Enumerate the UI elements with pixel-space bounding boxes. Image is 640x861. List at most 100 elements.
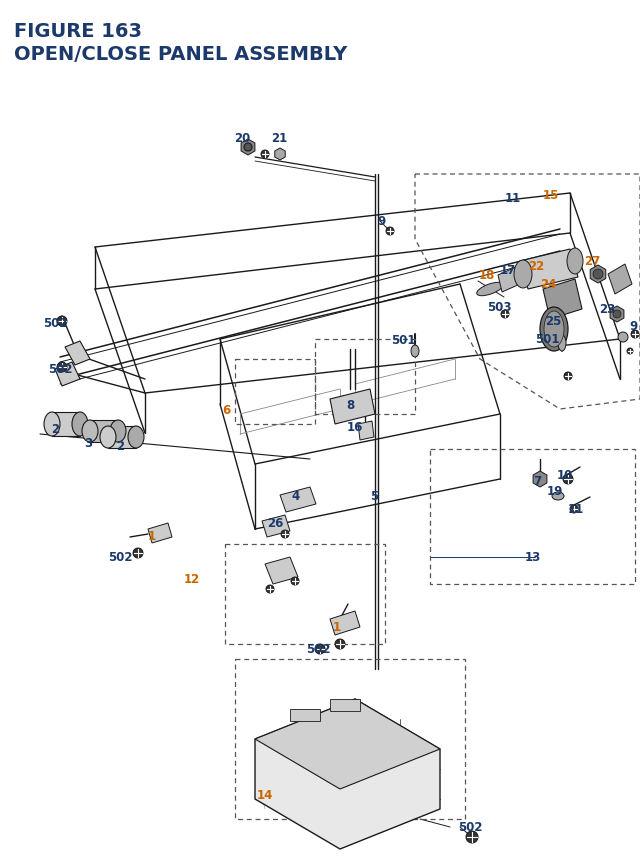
Polygon shape [255, 699, 440, 849]
Polygon shape [590, 266, 606, 283]
Bar [290, 709, 320, 722]
Text: 7: 7 [533, 475, 541, 488]
Text: 16: 16 [347, 421, 363, 434]
Text: 8: 8 [346, 399, 354, 412]
Text: 1: 1 [148, 530, 156, 543]
Polygon shape [498, 268, 520, 293]
Polygon shape [255, 699, 440, 789]
Polygon shape [55, 362, 80, 387]
Bar [430, 449, 635, 585]
Text: 11: 11 [505, 192, 521, 205]
Text: 502: 502 [306, 643, 330, 656]
Polygon shape [148, 523, 172, 543]
Ellipse shape [558, 336, 566, 351]
Circle shape [563, 474, 573, 485]
Polygon shape [533, 472, 547, 487]
Ellipse shape [593, 269, 603, 280]
Ellipse shape [477, 283, 503, 296]
Circle shape [57, 317, 67, 326]
Circle shape [133, 548, 143, 558]
Text: 27: 27 [584, 255, 600, 268]
Text: 26: 26 [267, 517, 283, 530]
Text: 25: 25 [545, 315, 561, 328]
Polygon shape [275, 149, 285, 161]
Ellipse shape [44, 412, 60, 437]
Text: FIGURE 163: FIGURE 163 [14, 22, 142, 41]
Bar [225, 544, 385, 644]
Circle shape [261, 151, 269, 158]
Text: 11: 11 [568, 503, 584, 516]
Ellipse shape [411, 345, 419, 357]
Polygon shape [543, 280, 582, 319]
Circle shape [244, 144, 252, 152]
Circle shape [315, 644, 325, 654]
Text: 13: 13 [525, 551, 541, 564]
Circle shape [291, 578, 299, 585]
Text: 502: 502 [458, 821, 483, 833]
Bar [52, 412, 80, 437]
Polygon shape [265, 557, 298, 585]
Ellipse shape [618, 332, 628, 343]
Text: 502: 502 [108, 551, 132, 564]
Text: 22: 22 [528, 260, 544, 273]
Polygon shape [520, 250, 578, 289]
Ellipse shape [567, 249, 583, 275]
Text: 9: 9 [629, 320, 637, 333]
Text: 501: 501 [535, 333, 559, 346]
Text: 502: 502 [43, 317, 67, 330]
Circle shape [564, 373, 572, 381]
Text: 17: 17 [500, 264, 516, 277]
Ellipse shape [540, 307, 568, 351]
Bar [90, 420, 118, 443]
Text: 502: 502 [48, 363, 72, 376]
Circle shape [466, 831, 478, 843]
Text: 12: 12 [184, 573, 200, 585]
Text: OPEN/CLOSE PANEL ASSEMBLY: OPEN/CLOSE PANEL ASSEMBLY [14, 45, 348, 64]
Circle shape [266, 585, 274, 593]
Text: 3: 3 [84, 437, 92, 450]
Text: 20: 20 [234, 133, 250, 146]
Circle shape [613, 311, 621, 319]
Polygon shape [65, 342, 90, 366]
Circle shape [335, 639, 345, 649]
Ellipse shape [72, 412, 88, 437]
Text: 18: 18 [479, 269, 495, 282]
Text: 2: 2 [116, 440, 124, 453]
Text: 24: 24 [540, 278, 556, 291]
Bar [108, 426, 136, 449]
Circle shape [627, 349, 633, 355]
Text: 501: 501 [391, 334, 415, 347]
Circle shape [386, 228, 394, 236]
Polygon shape [280, 487, 316, 512]
Ellipse shape [100, 426, 116, 449]
Text: 6: 6 [222, 404, 230, 417]
Polygon shape [241, 139, 255, 156]
Polygon shape [330, 389, 375, 424]
Text: 4: 4 [292, 490, 300, 503]
Text: 14: 14 [257, 789, 273, 802]
Polygon shape [610, 307, 624, 323]
Circle shape [57, 362, 67, 373]
Ellipse shape [544, 312, 564, 348]
Polygon shape [608, 264, 632, 294]
Ellipse shape [110, 420, 126, 443]
Circle shape [281, 530, 289, 538]
Circle shape [570, 505, 578, 513]
Circle shape [631, 331, 639, 338]
Text: 1: 1 [333, 621, 341, 634]
Polygon shape [358, 422, 374, 441]
Bar [315, 339, 415, 414]
Polygon shape [262, 516, 290, 537]
Ellipse shape [128, 426, 144, 449]
Ellipse shape [82, 420, 98, 443]
Ellipse shape [552, 492, 564, 500]
Text: 2: 2 [51, 423, 59, 436]
Bar [235, 660, 465, 819]
Text: 9: 9 [377, 215, 385, 228]
Text: 21: 21 [271, 133, 287, 146]
Circle shape [501, 311, 509, 319]
Bar [330, 699, 360, 711]
Text: 5: 5 [370, 490, 378, 503]
Polygon shape [330, 611, 360, 635]
Text: 10: 10 [557, 469, 573, 482]
